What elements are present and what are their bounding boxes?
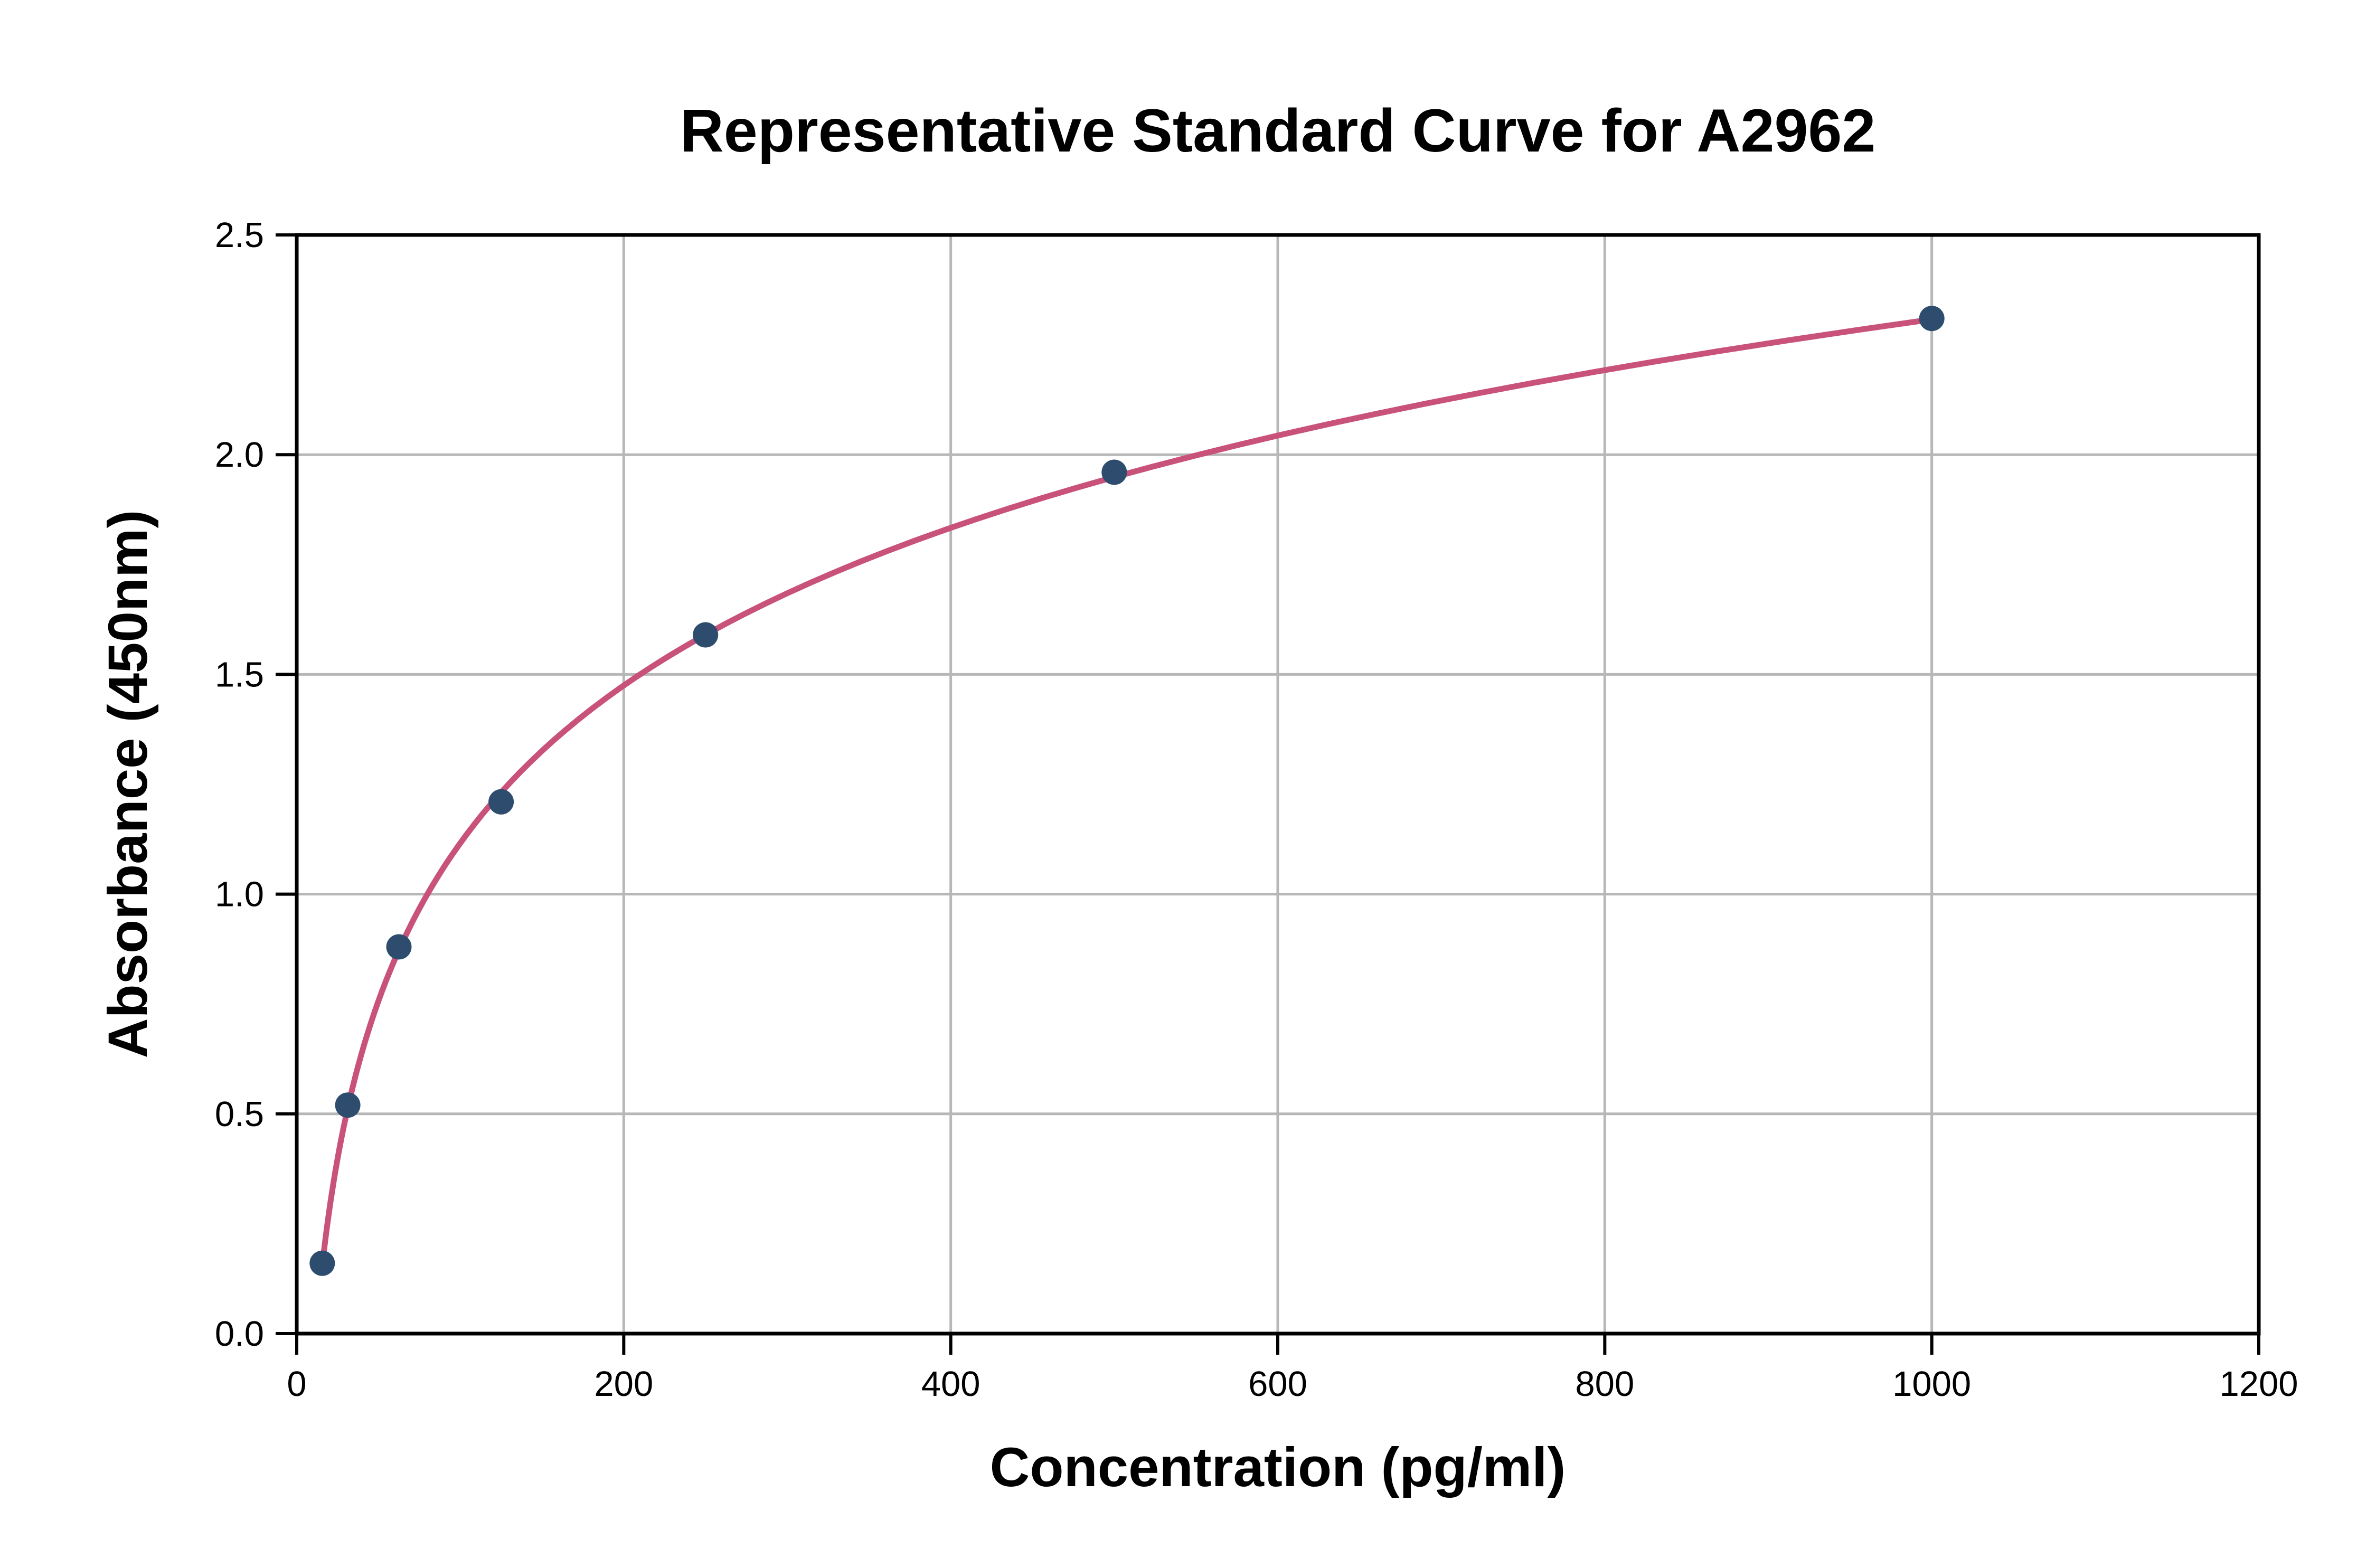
data-point-marker (1919, 306, 1945, 332)
y-tick-label: 1.5 (215, 655, 264, 694)
x-tick-label: 0 (287, 1364, 306, 1404)
data-point-marker (488, 789, 514, 815)
data-point-marker (1101, 459, 1127, 485)
grid-layer (297, 235, 2259, 1334)
y-tick-label: 2.0 (215, 435, 264, 475)
x-axis-label: Concentration (pg/ml) (990, 1437, 1566, 1498)
data-point-marker (386, 934, 412, 960)
y-tick-label: 0.5 (215, 1094, 264, 1134)
y-axis-label: Absorbance (450nm) (97, 510, 159, 1059)
tick-label-layer: 0 200 400 600 800 1000 1200 0.0 0.5 1.0 1.5 2.0 2.5 (215, 215, 2298, 1404)
chart-title: Representative Standard Curve for A2962 (680, 97, 1876, 165)
x-tick-label: 600 (1248, 1364, 1307, 1404)
x-tick-label: 200 (594, 1364, 653, 1404)
x-tick-label: 800 (1575, 1364, 1634, 1404)
x-tick-label: 1200 (2219, 1364, 2298, 1404)
data-point-marker (693, 622, 719, 648)
y-tick-label: 1.0 (215, 875, 264, 914)
tick-layer (276, 233, 2260, 1355)
data-point-marker (335, 1092, 361, 1118)
y-tick-label: 2.5 (215, 215, 264, 255)
data-point-marker (309, 1250, 335, 1276)
y-tick-label: 0.0 (215, 1314, 264, 1354)
marker-layer (309, 306, 1945, 1276)
standard-curve-line (319, 316, 1935, 1269)
x-tick-label: 1000 (1892, 1364, 1971, 1404)
curve-layer (319, 316, 1935, 1269)
x-tick-label: 400 (921, 1364, 980, 1404)
